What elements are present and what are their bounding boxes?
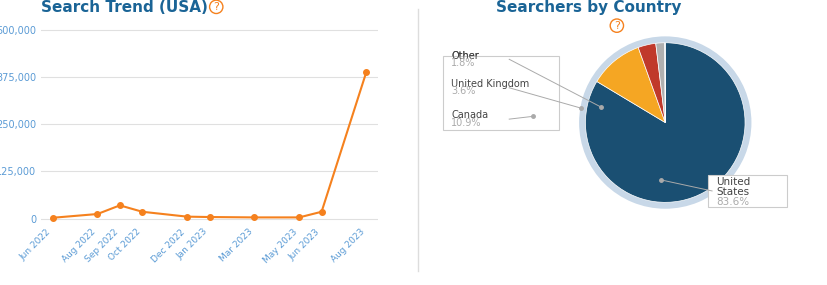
Text: United: United — [715, 177, 749, 188]
Wedge shape — [585, 43, 744, 202]
Text: States: States — [715, 187, 748, 198]
Text: ?: ? — [613, 21, 619, 31]
Text: United: United — [715, 177, 749, 188]
Text: Other: Other — [451, 50, 479, 61]
Text: 3.6%: 3.6% — [451, 86, 475, 96]
Text: ?: ? — [213, 2, 219, 12]
Text: 83.6%: 83.6% — [715, 197, 748, 207]
Wedge shape — [655, 43, 664, 123]
Text: 3.6%: 3.6% — [451, 86, 475, 96]
Text: 10.9%: 10.9% — [451, 117, 481, 128]
Wedge shape — [655, 43, 664, 123]
Wedge shape — [596, 48, 664, 123]
Wedge shape — [638, 43, 664, 123]
Wedge shape — [585, 43, 744, 202]
Text: 1.8%: 1.8% — [451, 58, 475, 68]
Text: Search Trend (USA): Search Trend (USA) — [41, 0, 208, 15]
Text: Searchers by Country: Searchers by Country — [495, 0, 681, 15]
Text: Canada: Canada — [451, 110, 488, 121]
Text: United Kingdom: United Kingdom — [451, 79, 529, 89]
Text: 1.8%: 1.8% — [451, 58, 475, 68]
Wedge shape — [596, 48, 664, 123]
Text: 10.9%: 10.9% — [451, 117, 481, 128]
Text: 83.6%: 83.6% — [715, 197, 748, 207]
Text: Canada: Canada — [451, 110, 488, 121]
Wedge shape — [638, 43, 664, 123]
Text: States: States — [715, 187, 748, 198]
Wedge shape — [578, 36, 751, 209]
Text: Other: Other — [451, 50, 479, 61]
Text: United Kingdom: United Kingdom — [451, 79, 529, 89]
